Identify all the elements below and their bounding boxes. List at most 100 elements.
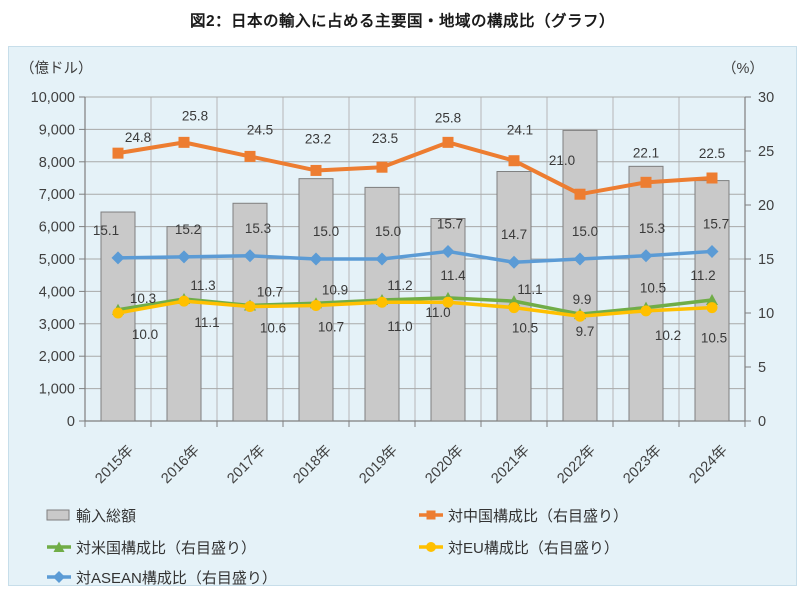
legend-item-total-imports: 輸入総額 bbox=[46, 505, 136, 525]
right-axis-tick-label: 20 bbox=[758, 198, 774, 214]
us-data-label: 10.5 bbox=[640, 281, 666, 296]
legend-label: 対ASEAN構成比（右目盛り） bbox=[76, 569, 277, 587]
eu-marker bbox=[442, 296, 454, 308]
asean-data-label: 14.7 bbox=[501, 227, 527, 242]
us-data-label: 10.7 bbox=[257, 284, 283, 299]
asean-data-label: 15.3 bbox=[639, 221, 665, 236]
x-axis-year-label: 2019年 bbox=[356, 442, 401, 487]
x-axis-year-label: 2021年 bbox=[488, 442, 533, 487]
asean-marker bbox=[705, 244, 719, 258]
china-marker bbox=[310, 164, 322, 176]
china-data-label: 22.5 bbox=[699, 146, 725, 161]
y-axis-tick-label: 10,000 bbox=[31, 90, 75, 106]
right-axis-unit-label: （%） bbox=[722, 61, 764, 77]
eu-line bbox=[117, 299, 713, 318]
china-data-label: 23.5 bbox=[372, 131, 398, 146]
eu-data-label: 10.7 bbox=[318, 319, 344, 334]
us-line-swatch-icon bbox=[47, 541, 71, 552]
us-data-label: 11.1 bbox=[517, 282, 542, 297]
legend-label: 対中国構成比（右目盛り） bbox=[448, 507, 629, 525]
x-axis-year-label: 2018年 bbox=[290, 442, 335, 487]
eu-data-label: 11.0 bbox=[387, 319, 412, 334]
eu-marker bbox=[244, 301, 256, 313]
eu-data-label: 10.5 bbox=[512, 321, 538, 336]
x-axis-year-label: 2024年 bbox=[686, 442, 731, 487]
x-axis-year-label: 2016年 bbox=[158, 442, 203, 487]
eu-data-label: 10.6 bbox=[260, 321, 286, 336]
swatch-triangle-marker bbox=[53, 541, 65, 552]
swatch-diamond-marker bbox=[53, 571, 65, 583]
eu-marker bbox=[112, 307, 124, 319]
y-axis-tick-label: 1,000 bbox=[39, 382, 75, 398]
asean-marker bbox=[639, 249, 653, 263]
china-data-label: 24.8 bbox=[125, 130, 151, 145]
eu-line-swatch-icon bbox=[419, 542, 443, 552]
x-axis-year-label: 2020年 bbox=[422, 442, 467, 487]
chart-title: 図2：日本の輸入に占める主要国・地域の構成比（グラフ） bbox=[189, 13, 616, 30]
china-marker bbox=[574, 188, 586, 200]
asean-data-label: 15.0 bbox=[313, 224, 339, 239]
eu-marker bbox=[706, 302, 718, 314]
legend-item-eu: 対EU構成比（右目盛り） bbox=[418, 537, 619, 557]
asean-data-label: 15.3 bbox=[245, 221, 271, 236]
asean-marker bbox=[573, 252, 587, 266]
right-axis-tick-label: 0 bbox=[758, 414, 766, 430]
x-axis-year-label: 2017年 bbox=[224, 442, 269, 487]
china-marker bbox=[376, 161, 388, 173]
left-axis-unit-label: （億ドル） bbox=[20, 61, 93, 77]
asean-data-label: 15.1 bbox=[93, 223, 119, 238]
china-marker bbox=[640, 176, 652, 188]
legend-item-asean: 対ASEAN構成比（右目盛り） bbox=[46, 567, 277, 587]
eu-marker bbox=[508, 302, 520, 314]
bar-swatch-icon bbox=[46, 509, 70, 521]
right-axis-tick-label: 30 bbox=[758, 90, 774, 106]
china-data-label: 25.8 bbox=[435, 110, 461, 125]
eu-marker bbox=[376, 296, 388, 308]
us-data-label: 11.4 bbox=[440, 268, 466, 283]
asean-line bbox=[117, 249, 713, 264]
y-axis-tick-label: 9,000 bbox=[39, 122, 75, 138]
china-marker bbox=[112, 147, 124, 159]
asean-data-label: 15.2 bbox=[175, 222, 201, 237]
eu-data-label: 11.1 bbox=[194, 315, 219, 330]
legend-label: 輸入総額 bbox=[76, 507, 137, 525]
china-marker bbox=[508, 155, 520, 167]
eu-data-label: 10.5 bbox=[701, 331, 727, 346]
legend-label: 対EU構成比（右目盛り） bbox=[448, 539, 619, 557]
eu-data-label: 11.0 bbox=[425, 305, 450, 320]
china-marker bbox=[442, 136, 454, 148]
eu-data-label: 10.0 bbox=[132, 327, 158, 342]
eu-marker bbox=[640, 305, 652, 317]
eu-marker bbox=[310, 299, 322, 311]
total-imports-bar bbox=[628, 165, 664, 422]
asean-marker bbox=[243, 249, 257, 263]
china-data-label: 22.1 bbox=[633, 145, 659, 160]
us-data-label: 10.3 bbox=[130, 291, 156, 306]
eu-data-label: 10.2 bbox=[655, 328, 681, 343]
asean-line-swatch-icon bbox=[47, 571, 71, 583]
asean-marker bbox=[309, 252, 323, 266]
y-axis-tick-label: 5,000 bbox=[39, 252, 75, 268]
asean-data-label: 15.7 bbox=[703, 216, 729, 231]
y-axis-tick-label: 2,000 bbox=[39, 349, 75, 365]
legend-item-china: 対中国構成比（右目盛り） bbox=[418, 505, 628, 525]
right-axis-tick-label: 15 bbox=[758, 252, 774, 268]
right-axis-tick-label: 25 bbox=[758, 144, 774, 160]
china-data-label: 25.8 bbox=[182, 108, 208, 123]
eu-data-label: 9.7 bbox=[576, 324, 595, 339]
swatch-circle-marker bbox=[426, 542, 436, 552]
eu-marker bbox=[574, 310, 586, 322]
us-data-label: 11.2 bbox=[690, 268, 715, 283]
asean-marker bbox=[507, 255, 521, 269]
eu-marker bbox=[178, 295, 190, 307]
asean-data-label: 15.0 bbox=[375, 224, 401, 239]
bar-swatch-rect bbox=[46, 509, 70, 521]
china-line bbox=[117, 140, 713, 197]
swatch-square-marker bbox=[426, 510, 436, 520]
china-data-label: 24.1 bbox=[507, 123, 533, 138]
y-axis-tick-label: 8,000 bbox=[39, 155, 75, 171]
china-data-label: 21.0 bbox=[549, 153, 575, 168]
asean-marker bbox=[177, 250, 191, 264]
